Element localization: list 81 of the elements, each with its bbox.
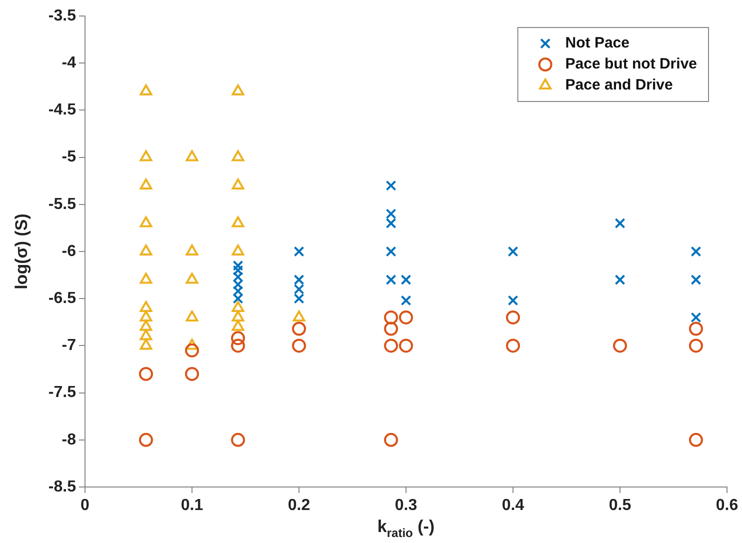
point xyxy=(386,246,396,257)
point xyxy=(292,310,306,322)
point xyxy=(506,338,520,353)
point xyxy=(231,338,246,353)
y-tick-label: -7 xyxy=(62,337,76,354)
point xyxy=(138,366,153,381)
point xyxy=(292,322,306,336)
point xyxy=(232,84,244,96)
y-tick-label: -8.5 xyxy=(48,478,76,496)
point xyxy=(140,178,152,190)
point xyxy=(186,272,198,284)
point xyxy=(508,295,518,306)
y-tick-label: -5 xyxy=(62,148,76,166)
point xyxy=(232,320,244,331)
point xyxy=(140,150,152,162)
point xyxy=(292,338,306,353)
point xyxy=(140,84,152,96)
point xyxy=(140,244,152,256)
point xyxy=(186,244,198,256)
point xyxy=(140,216,152,228)
point xyxy=(186,338,198,350)
point xyxy=(138,432,153,447)
y-tick-label: -4.5 xyxy=(48,102,76,119)
point xyxy=(688,338,703,353)
y-tick-label: -4 xyxy=(62,54,76,72)
y-tick-label: -3.5 xyxy=(48,7,76,24)
y-tick-label: -6 xyxy=(62,242,76,260)
legend-label: Not Pace xyxy=(565,34,630,52)
point xyxy=(232,178,244,190)
point xyxy=(140,320,152,331)
y-tick-label: -8 xyxy=(62,431,76,448)
y-tick-label: -7.5 xyxy=(48,384,76,402)
point xyxy=(690,246,702,257)
point xyxy=(614,274,626,286)
point xyxy=(232,301,244,312)
y-axis-title: log(σ) (S) xyxy=(12,214,31,290)
point xyxy=(508,246,518,257)
x-tick-label: 0.4 xyxy=(502,497,524,514)
point xyxy=(140,338,152,350)
x-tick-label: 0 xyxy=(80,497,90,514)
point xyxy=(140,329,152,340)
point xyxy=(384,338,398,353)
point xyxy=(232,150,244,162)
point xyxy=(400,274,412,286)
x-tick-label: 0.1 xyxy=(180,497,204,514)
point xyxy=(232,244,244,256)
x-tick-label: 0.3 xyxy=(394,497,418,514)
y-tick-label: -5.5 xyxy=(48,196,76,213)
point xyxy=(688,432,703,447)
legend-label: Pace and Drive xyxy=(565,76,673,94)
point xyxy=(186,310,198,322)
point xyxy=(384,322,398,336)
point xyxy=(140,310,152,322)
point xyxy=(690,274,702,286)
y-tick-label: -6.5 xyxy=(48,290,76,308)
point xyxy=(140,301,152,312)
point xyxy=(386,274,396,286)
point xyxy=(294,246,304,257)
x-tick-label: 0.2 xyxy=(288,497,310,514)
point xyxy=(231,331,246,346)
point xyxy=(400,295,412,306)
legend-label: Pace but not Drive xyxy=(565,56,698,73)
point xyxy=(690,312,702,323)
x-tick-label: 0.5 xyxy=(608,497,632,514)
point xyxy=(231,432,246,447)
point xyxy=(232,310,244,322)
point xyxy=(399,310,413,324)
point xyxy=(185,366,199,381)
x-tick-label: 0.6 xyxy=(716,497,738,514)
point xyxy=(186,150,198,162)
point xyxy=(384,432,398,447)
point xyxy=(506,310,520,324)
point xyxy=(614,218,626,228)
point xyxy=(232,216,244,228)
point xyxy=(384,310,398,324)
point xyxy=(185,343,199,358)
point xyxy=(688,322,703,336)
point xyxy=(613,338,627,353)
point xyxy=(140,272,152,284)
point xyxy=(399,338,413,353)
point xyxy=(386,180,396,191)
